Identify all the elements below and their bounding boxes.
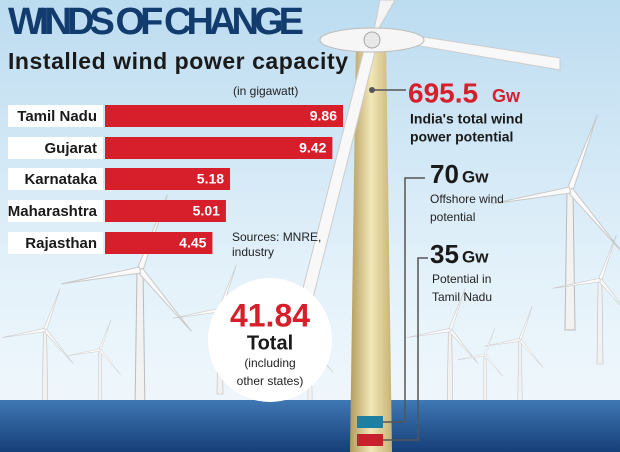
value-label: 5.01 bbox=[193, 203, 220, 219]
source: industry bbox=[232, 245, 274, 259]
potential-value: 695.5 bbox=[408, 77, 478, 108]
bg-turbine bbox=[552, 234, 620, 365]
bar bbox=[105, 200, 226, 222]
value-label: 9.42 bbox=[299, 140, 326, 156]
tn-text: Potential in bbox=[432, 272, 491, 286]
bar bbox=[105, 232, 213, 254]
category-label: Tamil Nadu bbox=[17, 108, 97, 125]
tower bbox=[41, 329, 49, 408]
bar bbox=[105, 168, 231, 190]
bg-turbine bbox=[491, 114, 620, 331]
tower bbox=[97, 349, 103, 407]
total-text: (including bbox=[244, 356, 295, 370]
offshore-unit: Gw bbox=[462, 167, 489, 186]
connectors bbox=[372, 89, 428, 441]
tower bbox=[483, 354, 487, 405]
chart-subtitle: Installed wind power capacity bbox=[8, 48, 348, 74]
blade bbox=[68, 348, 101, 356]
bg-turbine bbox=[484, 306, 544, 404]
total-value: 41.84 bbox=[230, 297, 310, 333]
value-label: 9.86 bbox=[310, 108, 337, 124]
category-label: Karnataka bbox=[24, 171, 97, 188]
connector-dot bbox=[369, 87, 375, 93]
category-label: Rajasthan bbox=[25, 235, 97, 252]
unit-label: (in gigawatt) bbox=[233, 84, 298, 98]
blade bbox=[552, 277, 601, 289]
tower bbox=[564, 189, 576, 331]
source: Sources: MNRE, bbox=[232, 230, 321, 244]
label-box bbox=[8, 137, 103, 159]
sea bbox=[0, 400, 620, 452]
tower bbox=[134, 269, 146, 411]
category-label: Maharashtra bbox=[8, 203, 98, 220]
tn-value: 35 bbox=[430, 239, 459, 269]
offshore-value: 70 bbox=[430, 159, 459, 189]
value-label: 4.45 bbox=[179, 235, 206, 251]
potential-text: India's total wind bbox=[410, 111, 523, 127]
bar bbox=[105, 137, 333, 159]
category-label: Gujarat bbox=[44, 140, 97, 157]
label-box bbox=[8, 232, 103, 254]
value-label: 5.18 bbox=[197, 171, 224, 187]
bar bbox=[105, 105, 343, 127]
bg-turbine bbox=[68, 319, 121, 407]
blade bbox=[1, 328, 46, 338]
blade bbox=[491, 186, 572, 205]
total-label: Total bbox=[247, 332, 293, 354]
chart-title: WINDS OF CHANGE bbox=[8, 1, 304, 43]
bar-chart: Tamil Nadu 9.86 Gujarat 9.42 Karnataka 5.18 Ma… bbox=[8, 105, 343, 254]
tn-unit: Gw bbox=[462, 247, 489, 266]
blade bbox=[484, 338, 521, 347]
tn-text: Tamil Nadu bbox=[432, 290, 492, 304]
bg-turbine bbox=[457, 328, 504, 405]
main-turbine bbox=[299, 0, 561, 452]
tower bbox=[446, 329, 454, 408]
blade bbox=[61, 266, 142, 285]
label-box bbox=[8, 105, 103, 127]
blade bbox=[457, 353, 486, 361]
label-box bbox=[8, 200, 103, 222]
tower bbox=[596, 279, 604, 365]
total-text: other states) bbox=[237, 374, 304, 388]
potential-text: power potential bbox=[410, 129, 513, 145]
label-box bbox=[8, 168, 103, 190]
tower bbox=[517, 339, 523, 404]
potential-unit: Gw bbox=[492, 86, 521, 106]
offshore-text: Offshore wind bbox=[430, 192, 504, 206]
total-circle bbox=[208, 278, 332, 402]
offshore-text: potential bbox=[430, 210, 475, 224]
